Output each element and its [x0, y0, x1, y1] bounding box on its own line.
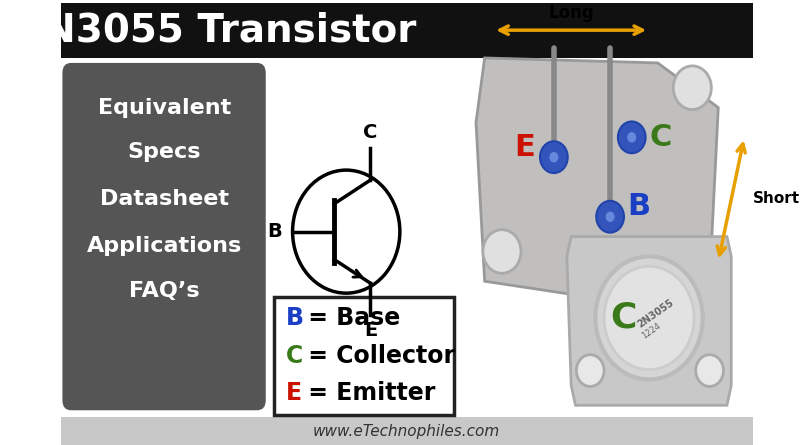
Text: E: E	[364, 321, 377, 340]
FancyBboxPatch shape	[61, 417, 753, 445]
Text: 2N3055 Transistor: 2N3055 Transistor	[16, 11, 417, 49]
Text: = Emitter: = Emitter	[300, 381, 436, 405]
Text: E: E	[286, 381, 302, 405]
Circle shape	[540, 142, 568, 173]
Text: Long: Long	[548, 4, 594, 22]
FancyBboxPatch shape	[62, 63, 266, 410]
Circle shape	[604, 267, 694, 370]
Circle shape	[576, 355, 604, 386]
Text: C: C	[610, 301, 636, 335]
Circle shape	[549, 151, 559, 163]
Circle shape	[595, 256, 702, 380]
Circle shape	[626, 131, 637, 143]
Text: C: C	[286, 344, 303, 368]
Text: B: B	[286, 306, 304, 330]
Text: = Base: = Base	[300, 306, 401, 330]
Polygon shape	[567, 237, 731, 405]
Circle shape	[596, 201, 624, 233]
Circle shape	[618, 121, 646, 153]
Circle shape	[605, 211, 615, 222]
FancyBboxPatch shape	[61, 58, 753, 417]
Polygon shape	[476, 58, 718, 306]
Text: FAQ’s: FAQ’s	[130, 281, 200, 301]
Text: C: C	[363, 123, 378, 142]
Text: = Collector: = Collector	[300, 344, 455, 368]
Text: Short: Short	[753, 191, 800, 206]
Circle shape	[674, 66, 711, 109]
Text: B: B	[627, 192, 650, 221]
Text: Applications: Applications	[87, 235, 242, 255]
Text: Specs: Specs	[128, 142, 202, 162]
Text: 1224: 1224	[639, 321, 662, 340]
Text: Equivalent: Equivalent	[98, 97, 231, 117]
Text: C: C	[649, 123, 671, 152]
Text: 2N3055: 2N3055	[636, 298, 676, 330]
Circle shape	[483, 230, 521, 273]
Circle shape	[696, 355, 723, 386]
Text: www.eTechnophiles.com: www.eTechnophiles.com	[313, 424, 501, 439]
Text: E: E	[514, 133, 535, 162]
FancyBboxPatch shape	[61, 4, 753, 58]
FancyBboxPatch shape	[274, 297, 454, 415]
Text: Datasheet: Datasheet	[100, 189, 229, 209]
Text: B: B	[267, 222, 282, 241]
